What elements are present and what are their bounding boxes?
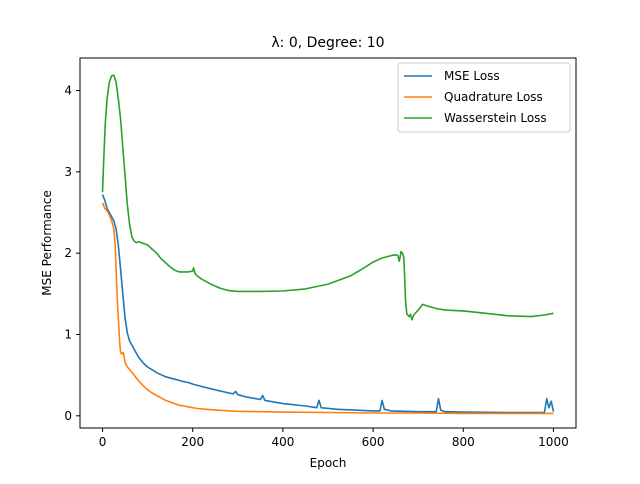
y-tick-label: 2	[64, 246, 72, 260]
x-tick-label: 600	[362, 435, 385, 449]
legend-label-mse-loss: MSE Loss	[444, 69, 500, 83]
legend-label-quadrature-loss: Quadrature Loss	[444, 90, 543, 104]
x-tick-label: 800	[452, 435, 475, 449]
y-tick-label: 4	[64, 84, 72, 98]
x-tick-label: 1000	[538, 435, 569, 449]
y-axis-label: MSE Performance	[40, 190, 54, 295]
chart-title: λ: 0, Degree: 10	[271, 35, 384, 51]
x-tick-label: 200	[181, 435, 204, 449]
ticks-layer: 0 200 400 600 800 1000 0 1 2 3 4	[64, 84, 568, 449]
y-tick-label: 3	[64, 165, 72, 179]
y-tick-label: 1	[64, 327, 72, 341]
series-line-mse-loss	[101, 194, 555, 414]
x-tick-label: 400	[271, 435, 294, 449]
x-tick-label: 0	[99, 435, 107, 449]
axes-frame	[79, 57, 577, 429]
series-line-quadrature-loss	[101, 202, 554, 415]
series-line-wasserstein-loss	[101, 74, 554, 321]
legend-label-wasserstein-loss: Wasserstein Loss	[444, 111, 547, 125]
y-tick-label: 0	[64, 409, 72, 423]
legend: MSE Loss Quadrature Loss Wasserstein Loss	[397, 62, 571, 133]
x-axis-label: Epoch	[310, 456, 347, 470]
series-layer	[101, 74, 555, 415]
legend-box	[397, 62, 571, 133]
